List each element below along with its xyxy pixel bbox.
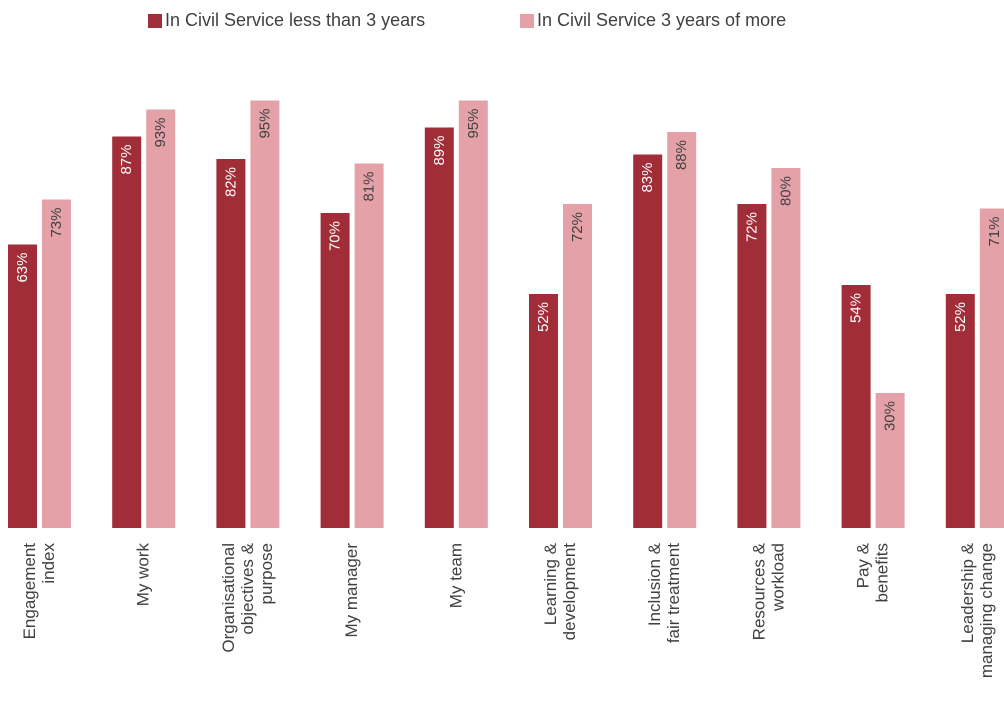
legend-label-series-1: In Civil Service less than 3 years <box>165 10 426 30</box>
bar-series-2-category-5 <box>458 100 488 528</box>
data-label-series-2-category-3: 95% <box>256 109 273 139</box>
bar-series-1-category-3 <box>216 159 246 528</box>
category-label-5: My team <box>446 543 465 608</box>
category-label-1: Engagementindex <box>20 543 58 640</box>
bar-series-1-category-9 <box>841 285 871 528</box>
bar-series-2-category-3 <box>250 100 280 528</box>
bar-series-1-category-8 <box>737 204 767 528</box>
data-label-series-2-category-6: 72% <box>569 212 586 242</box>
data-label-series-1-category-7: 83% <box>639 163 656 193</box>
data-label-series-1-category-4: 70% <box>327 221 344 251</box>
bar-series-2-category-8 <box>771 168 801 528</box>
data-label-series-1-category-5: 89% <box>431 136 448 166</box>
bar-series-2-category-7 <box>667 132 697 528</box>
data-label-series-1-category-1: 63% <box>14 253 31 283</box>
bar-series-1-category-2 <box>112 136 142 528</box>
category-label-9: Pay &benefits <box>854 542 892 602</box>
legend-item-less-than-3-years: In Civil Service less than 3 years <box>148 10 425 31</box>
legend-swatch-series-2 <box>520 13 534 28</box>
bar-series-2-category-1 <box>42 199 71 528</box>
bar-series-1-category-1 <box>8 244 37 528</box>
legend-label-series-2: In Civil Service 3 years of more <box>537 10 787 30</box>
data-label-series-1-category-9: 54% <box>848 293 865 323</box>
data-label-series-2-category-10: 71% <box>986 217 1003 247</box>
bar-series-1-category-10 <box>945 294 975 528</box>
bar-series-2-category-2 <box>146 109 176 528</box>
bar-series-1-category-4 <box>320 213 350 528</box>
data-label-series-2-category-8: 80% <box>777 176 794 206</box>
data-label-series-2-category-1: 73% <box>48 208 65 238</box>
bar-series-2-category-4 <box>354 163 384 528</box>
data-label-series-2-category-7: 88% <box>673 140 690 170</box>
bar-series-1-category-6 <box>529 294 558 528</box>
bar-series-2-category-10 <box>979 208 1004 528</box>
data-label-series-1-category-3: 82% <box>222 167 239 197</box>
bar-series-2-category-9 <box>875 393 905 528</box>
data-label-series-2-category-9: 30% <box>882 401 899 431</box>
bar-series-2-category-6 <box>563 204 592 528</box>
bar-series-1-category-7 <box>633 154 663 528</box>
legend-swatch-series-1 <box>148 13 162 28</box>
category-label-4: My manager <box>342 543 361 638</box>
category-label-3: Organisationalobjectives &purpose <box>219 542 276 652</box>
data-label-series-1-category-8: 72% <box>743 212 760 242</box>
category-label-10: Leadership &managing change <box>958 542 996 678</box>
data-label-series-1-category-10: 52% <box>952 302 969 332</box>
data-label-series-1-category-6: 52% <box>535 302 552 332</box>
data-label-series-1-category-2: 87% <box>118 145 135 175</box>
data-label-series-2-category-2: 93% <box>152 118 169 148</box>
category-label-6: Learning &development <box>541 542 579 640</box>
data-label-series-2-category-4: 81% <box>361 172 378 202</box>
legend-item-3-years-or-more: In Civil Service 3 years of more <box>520 10 786 31</box>
bar-series-1-category-5 <box>424 127 454 528</box>
category-label-7: Inclusion &fair treatment <box>645 542 683 643</box>
chart-legend: In Civil Service less than 3 years In Ci… <box>0 10 1004 34</box>
category-label-8: Resources &workload <box>749 542 787 640</box>
category-label-2: My work <box>134 543 153 607</box>
data-label-series-2-category-5: 95% <box>465 109 482 139</box>
